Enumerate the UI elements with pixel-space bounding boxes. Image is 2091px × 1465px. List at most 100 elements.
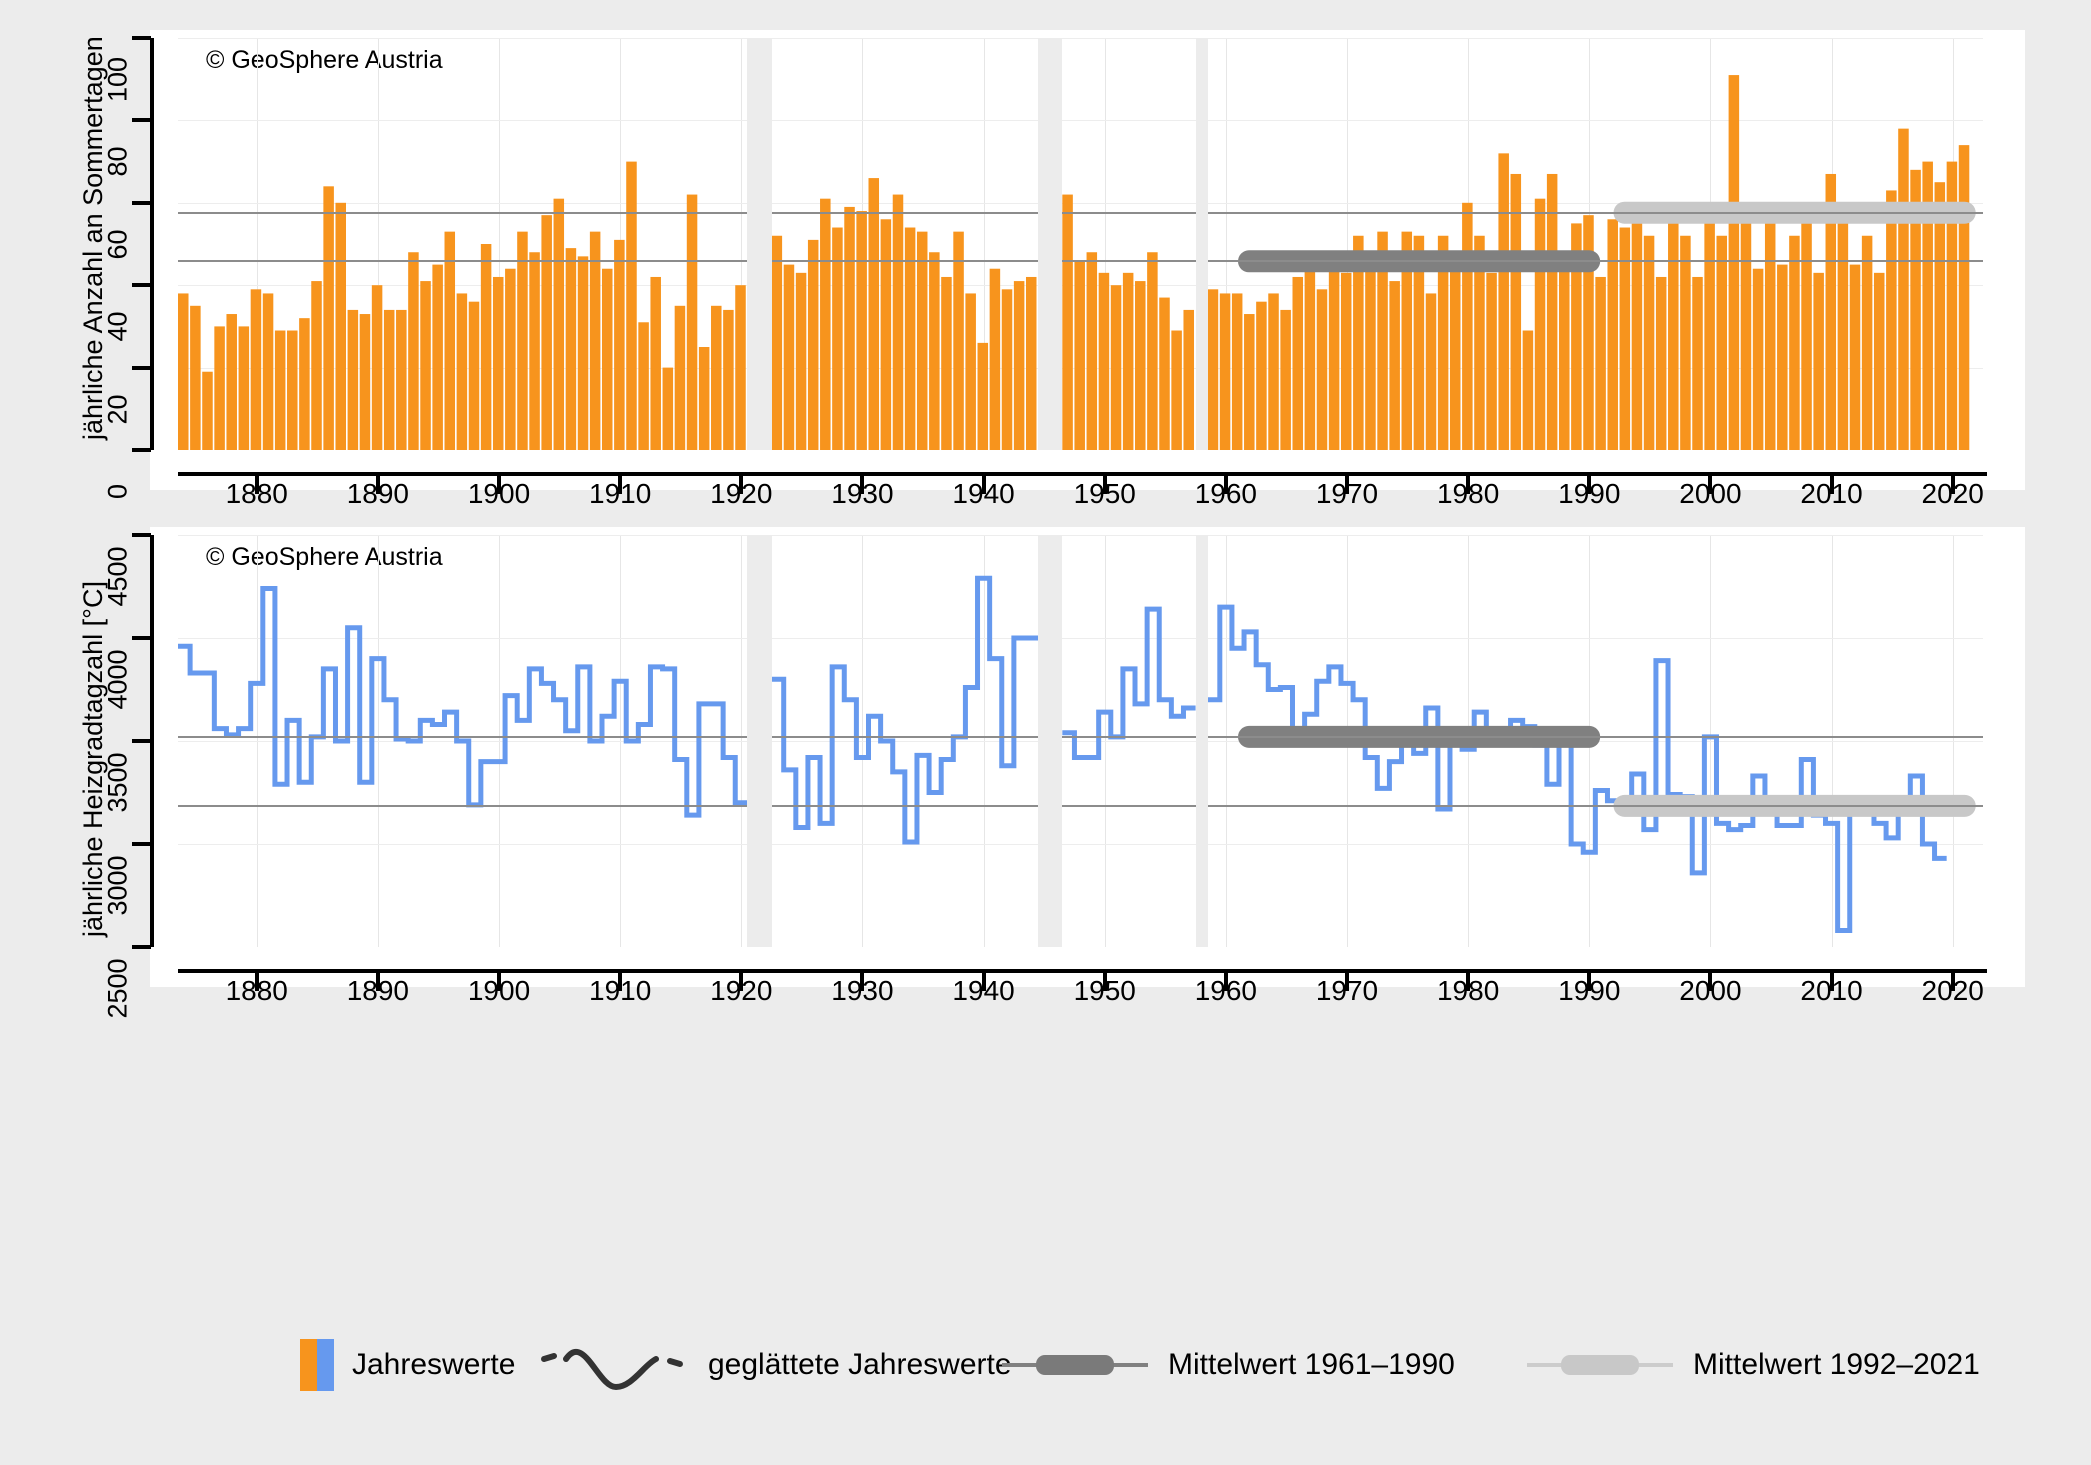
y-tick-label: 2500 bbox=[102, 958, 133, 1019]
bar bbox=[1437, 235, 1449, 450]
bar bbox=[832, 227, 843, 450]
bar bbox=[650, 276, 661, 450]
bar bbox=[1401, 231, 1413, 450]
bar bbox=[274, 330, 286, 450]
x-axis-spine-2 bbox=[178, 969, 1987, 973]
gridline-horizontal bbox=[178, 120, 1983, 122]
bar bbox=[1462, 202, 1473, 450]
bar bbox=[202, 371, 213, 450]
x-tick-label: 1980 bbox=[1436, 478, 1500, 509]
x-tick-label: 1930 bbox=[831, 975, 894, 1006]
bar bbox=[1922, 161, 1933, 450]
bar bbox=[1546, 173, 1558, 450]
bar bbox=[178, 293, 189, 450]
bar bbox=[311, 281, 322, 450]
x-tick bbox=[618, 476, 623, 494]
x-tick-label: 1940 bbox=[952, 478, 1015, 509]
bar bbox=[1025, 276, 1037, 450]
bar bbox=[214, 326, 225, 450]
series-1 bbox=[178, 38, 1976, 450]
x-tick bbox=[981, 476, 986, 494]
x-tick-label: 1950 bbox=[1073, 975, 1136, 1006]
bar bbox=[1098, 272, 1110, 450]
bar bbox=[892, 194, 904, 450]
bar bbox=[1013, 281, 1025, 450]
bar bbox=[1534, 198, 1546, 450]
x-tick-label: 1960 bbox=[1194, 975, 1257, 1006]
legend-label-smoothed: geglättete Jahreswerte bbox=[708, 1348, 1012, 1381]
x-tick-label: 1990 bbox=[1558, 975, 1621, 1006]
bar bbox=[1510, 173, 1522, 450]
bar bbox=[1413, 235, 1425, 450]
bar bbox=[1886, 190, 1897, 450]
bar bbox=[1740, 215, 1752, 450]
bar bbox=[1292, 276, 1304, 450]
legend-item-smoothed: geglättete Jahreswerte bbox=[540, 1335, 1012, 1395]
bar bbox=[880, 219, 892, 450]
gridline-horizontal bbox=[178, 202, 1983, 204]
x-tick-label: 1930 bbox=[831, 478, 894, 509]
bar bbox=[347, 309, 359, 450]
x-tick bbox=[497, 973, 502, 991]
x-tick bbox=[1345, 973, 1349, 991]
gridline-vertical bbox=[741, 38, 743, 450]
x-tick bbox=[1950, 476, 1955, 494]
bar bbox=[1340, 272, 1352, 450]
bar bbox=[432, 264, 443, 450]
bar bbox=[1498, 153, 1509, 450]
y-tick-label: 60 bbox=[102, 229, 133, 260]
bar bbox=[795, 272, 807, 450]
bar bbox=[1389, 281, 1400, 450]
bar bbox=[517, 231, 528, 450]
bar bbox=[1159, 297, 1170, 450]
bar bbox=[1135, 281, 1146, 450]
x-tick bbox=[1708, 973, 1713, 991]
bar bbox=[820, 198, 831, 450]
bar bbox=[1486, 272, 1497, 450]
gridline-horizontal bbox=[178, 741, 1983, 742]
bar bbox=[444, 231, 456, 450]
bar bbox=[953, 231, 964, 450]
bar bbox=[359, 314, 371, 450]
bar bbox=[1244, 314, 1255, 450]
legend-label-mean-1992-2021: Mittelwert 1992–2021 bbox=[1693, 1348, 1980, 1381]
gridline-vertical bbox=[377, 38, 379, 450]
y-tick bbox=[132, 842, 151, 846]
x-tick-label: 1910 bbox=[589, 478, 652, 509]
bar bbox=[238, 326, 250, 450]
bar bbox=[868, 178, 880, 450]
y-tick bbox=[132, 945, 151, 949]
x-tick bbox=[1466, 973, 1471, 991]
bar bbox=[1946, 161, 1958, 450]
bar bbox=[771, 235, 783, 450]
data-gap bbox=[1195, 38, 1208, 450]
bar bbox=[1813, 272, 1824, 450]
x-tick-label: 2000 bbox=[1679, 478, 1742, 509]
legend: Jahreswerte geglättete Jahreswerte Mitte… bbox=[0, 1320, 2091, 1410]
y-tick-label: 3000 bbox=[102, 855, 133, 916]
bar bbox=[674, 305, 686, 450]
bar bbox=[1934, 182, 1946, 450]
bar bbox=[1595, 276, 1606, 450]
bar bbox=[1704, 206, 1715, 450]
bar bbox=[904, 227, 916, 450]
gridline-vertical bbox=[499, 38, 501, 450]
bar bbox=[989, 268, 1001, 450]
x-tick bbox=[1950, 973, 1955, 991]
bar bbox=[565, 248, 577, 450]
reference-line bbox=[178, 735, 1983, 738]
bar bbox=[916, 231, 928, 450]
bar bbox=[1728, 75, 1740, 450]
y-tick bbox=[132, 283, 151, 288]
copyright-notice-2: © GeoSphere Austria bbox=[206, 543, 443, 571]
x-tick-label: 1950 bbox=[1073, 478, 1136, 509]
x-tick-label: 1880 bbox=[225, 975, 288, 1006]
gridline-horizontal bbox=[178, 38, 1983, 39]
x-tick bbox=[618, 973, 623, 991]
bar bbox=[1643, 235, 1655, 450]
x-tick-label: 1970 bbox=[1315, 975, 1379, 1006]
y-tick bbox=[132, 118, 151, 123]
bar bbox=[711, 305, 722, 450]
plot-area-sommertage bbox=[178, 38, 1983, 450]
x-axis-spine-1 bbox=[178, 472, 1987, 476]
